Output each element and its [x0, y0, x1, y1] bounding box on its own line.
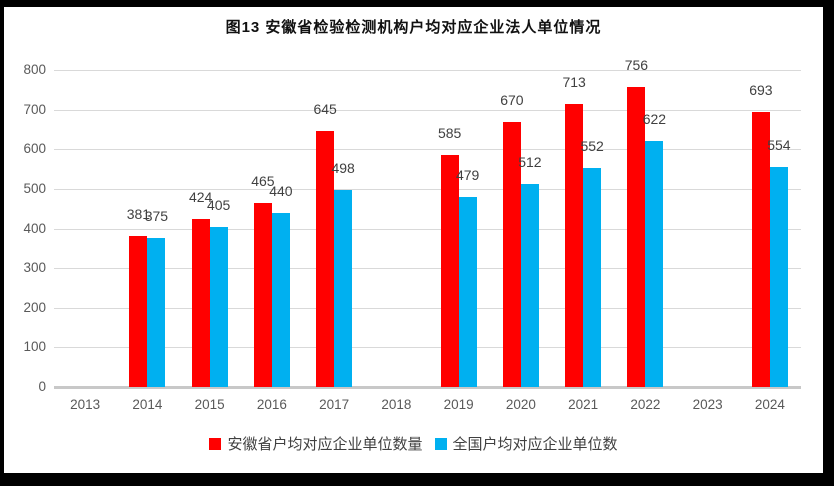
data-label-national-2020: 512	[518, 154, 542, 171]
data-label-anhui-2022: 756	[624, 57, 649, 74]
data-label-national-2014: 375	[144, 208, 169, 225]
gridline-700	[54, 109, 801, 111]
x-tick-label-2013: 2013	[70, 397, 101, 412]
bar-national-2015	[209, 226, 228, 387]
data-label-national-2024: 554	[767, 137, 791, 154]
bar-anhui-2019	[440, 155, 459, 387]
gridline-600	[54, 149, 801, 151]
bar-anhui-2016	[253, 202, 272, 387]
bar-anhui-2014	[129, 236, 148, 387]
data-label-national-2016: 440	[269, 182, 293, 199]
y-tick-label-400: 400	[23, 220, 46, 236]
bar-anhui-2021	[565, 104, 584, 387]
x-tick-label-2014: 2014	[132, 397, 163, 412]
gridline-200	[54, 307, 801, 309]
data-label-national-2021: 552	[580, 138, 604, 155]
data-label-anhui-2024: 693	[749, 82, 773, 99]
legend-swatch-blue	[434, 437, 447, 450]
gridline-300	[54, 268, 801, 270]
data-label-anhui-2020: 670	[500, 91, 524, 108]
data-label-anhui-2021: 713	[562, 74, 586, 91]
data-label-national-2017: 498	[331, 159, 355, 176]
data-label-anhui-2019: 585	[437, 125, 462, 142]
x-tick-label-2019: 2019	[443, 397, 474, 412]
bar-anhui-2017	[316, 131, 335, 387]
bar-national-2017	[334, 189, 353, 387]
legend-swatch-red	[209, 437, 222, 450]
x-tick-label-2018: 2018	[381, 397, 412, 412]
legend: 安徽省户均对应企业单位数量 全国户均对应企业单位数	[4, 433, 823, 454]
bar-national-2014	[147, 238, 166, 387]
bar-national-2020	[520, 184, 539, 387]
x-tick-label-2021: 2021	[568, 397, 599, 412]
y-tick-label-500: 500	[23, 180, 46, 196]
y-tick-label-800: 800	[23, 62, 46, 77]
y-tick-label-700: 700	[23, 101, 46, 117]
plot-area: 0 100 200 300 400 500 600 700 800 2013 2014 2015 201…	[23, 57, 801, 412]
x-tick-label-2015: 2015	[194, 397, 225, 412]
bar-national-2022	[645, 140, 664, 387]
legend-item-anhui: 安徽省户均对应企业单位数量	[209, 433, 423, 454]
x-tick-label-2016: 2016	[256, 397, 287, 412]
legend-label-anhui: 安徽省户均对应企业单位数量	[227, 436, 423, 453]
gridline-400	[54, 228, 801, 230]
gridline-500	[54, 188, 801, 190]
y-tick-label-0: 0	[38, 379, 46, 394]
bar-anhui-2015	[191, 218, 210, 387]
bar-national-2019	[458, 197, 477, 387]
y-tick-label-100: 100	[23, 339, 46, 355]
x-tick-label-2022: 2022	[630, 397, 661, 412]
y-tick-label-300: 300	[23, 260, 46, 276]
data-label-national-2019: 479	[455, 167, 480, 184]
bar-national-2016	[271, 212, 290, 387]
legend-item-national: 全国户均对应企业单位数	[434, 433, 618, 454]
y-tick-label-200: 200	[23, 299, 46, 315]
data-label-national-2022: 622	[642, 110, 667, 127]
x-tick-label-2020: 2020	[505, 397, 536, 412]
bar-national-2024	[769, 167, 788, 387]
chart-title: 图13 安徽省检验检测机构户均对应企业法人单位情况	[225, 19, 602, 36]
data-label-national-2015: 405	[206, 196, 231, 213]
gridline-800	[54, 70, 801, 71]
data-label-anhui-2014: 381	[126, 206, 151, 223]
x-tick-label-2023: 2023	[692, 397, 723, 412]
data-label-anhui-2015: 424	[188, 188, 213, 205]
x-tick-label-2024: 2024	[754, 397, 785, 412]
legend-label-national: 全国户均对应企业单位数	[452, 436, 618, 453]
bar-anhui-2022	[627, 87, 646, 387]
bar-anhui-2020	[502, 121, 521, 387]
bar-national-2021	[583, 168, 602, 387]
chart-canvas: 图13 安徽省检验检测机构户均对应企业法人单位情况 0 100 200 300 400 5…	[4, 7, 823, 473]
x-tick-label-2017: 2017	[319, 397, 350, 412]
data-label-anhui-2016: 465	[251, 172, 275, 189]
bar-anhui-2024	[751, 112, 770, 387]
x-axis-line	[54, 386, 801, 389]
y-tick-label-600: 600	[23, 141, 46, 157]
gridline-100	[54, 347, 801, 349]
data-label-anhui-2017: 645	[313, 101, 337, 118]
